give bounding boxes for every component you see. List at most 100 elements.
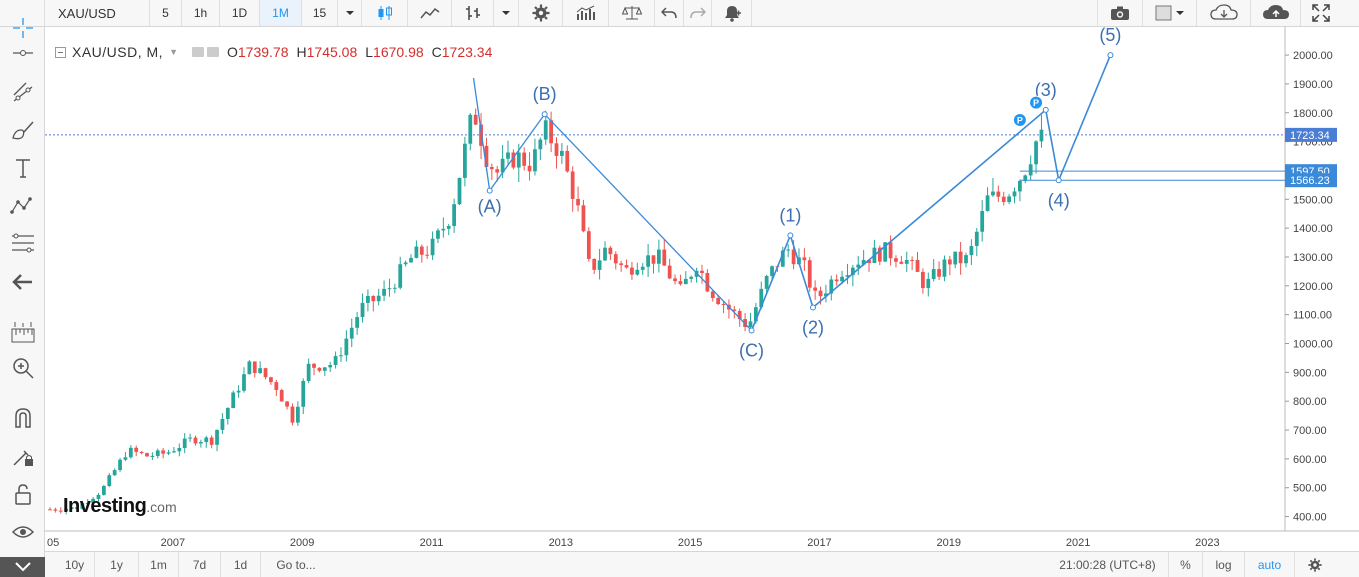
chart-type-dropdown[interactable] <box>494 0 519 26</box>
candle-up <box>468 114 473 144</box>
patterns-tool[interactable] <box>0 190 45 220</box>
candle-down <box>710 291 715 299</box>
price-tick-label: 1200.00 <box>1293 281 1333 293</box>
candle-down <box>807 260 812 288</box>
collapse-toolbar-button[interactable] <box>0 557 45 577</box>
crosshair-tool[interactable] <box>0 13 45 43</box>
candle-up <box>198 442 203 444</box>
brush-tool[interactable] <box>0 115 45 145</box>
candlestick-button[interactable] <box>362 0 408 26</box>
candle-down <box>252 361 257 373</box>
candle-up <box>123 457 128 460</box>
wave-label-w5: (5) <box>1099 27 1121 45</box>
candle-up <box>414 246 419 258</box>
interval-5[interactable]: 5 <box>150 0 182 26</box>
measure-tool[interactable] <box>0 317 45 347</box>
interval-15[interactable]: 15 <box>302 0 338 26</box>
text-tool[interactable] <box>0 153 45 183</box>
auto-scale-toggle[interactable]: auto <box>1245 552 1295 577</box>
dropdown-arrow-icon[interactable]: ▼ <box>169 47 178 57</box>
candle-down <box>576 198 580 206</box>
candle-up <box>759 288 764 308</box>
undo-button[interactable] <box>655 0 684 26</box>
lock-tool[interactable] <box>0 479 45 509</box>
fullscreen-button[interactable] <box>1301 0 1341 26</box>
load-chart-button[interactable] <box>1197 0 1251 26</box>
time-axis: 05 2007 2009 2011 2013 2015 2017 2019 2021 2023 <box>47 537 1220 549</box>
redo-button[interactable] <box>684 0 712 26</box>
candle-up <box>560 150 564 156</box>
bottom-toolbar: 10y 1y 1m 7d 1d Go to... 21:00:28 (UTC+8… <box>45 551 1359 577</box>
zoom-tool[interactable] <box>0 353 45 383</box>
timezone-display[interactable]: 21:00:28 (UTC+8) <box>1047 552 1169 577</box>
wave-label-w4: (4) <box>1048 190 1070 210</box>
magnet-tool[interactable] <box>0 403 45 433</box>
range-1d[interactable]: 1d <box>221 552 261 577</box>
wave-pivot <box>1107 52 1114 59</box>
compare-button[interactable] <box>609 0 655 26</box>
visibility-tool[interactable] <box>0 517 45 547</box>
candle-down <box>877 247 882 262</box>
candle-up <box>242 374 246 391</box>
range-1d-label: 1d <box>233 557 248 572</box>
candle-down <box>721 304 726 306</box>
candle-up <box>753 307 758 322</box>
range-10y[interactable]: 10y <box>55 552 95 577</box>
interval-1m-label: 1M <box>272 6 289 20</box>
alert-button[interactable] <box>712 0 752 26</box>
candle-down <box>662 249 667 266</box>
goto-date-button[interactable]: Go to... <box>261 552 331 577</box>
interval-1d[interactable]: 1D <box>220 0 260 26</box>
layout-button[interactable] <box>1143 0 1197 26</box>
redo-icon <box>689 7 706 19</box>
candle-down <box>285 401 289 407</box>
back-arrow-tool[interactable] <box>0 267 45 297</box>
pivot-marker <box>1029 95 1044 110</box>
range-1y[interactable]: 1y <box>95 552 139 577</box>
lock-drawing-tool[interactable] <box>0 441 45 471</box>
settings-icon[interactable] <box>207 47 219 57</box>
settings-gear-icon <box>1308 557 1322 572</box>
candle-down <box>630 267 634 275</box>
candle-up <box>656 249 661 264</box>
range-7d[interactable]: 7d <box>179 552 221 577</box>
fib-tools-tool[interactable] <box>0 228 45 258</box>
wave-pivot <box>809 304 816 311</box>
indicators-button[interactable] <box>563 0 609 26</box>
interval-dropdown[interactable] <box>338 0 362 26</box>
candle-down <box>565 150 570 172</box>
candle-down <box>937 269 941 277</box>
area-chart-icon <box>419 7 439 19</box>
bar-chart-button[interactable] <box>452 0 494 26</box>
time-tick-label: 2017 <box>807 537 831 549</box>
chart-properties-icon[interactable] <box>192 47 204 57</box>
range-1m[interactable]: 1m <box>139 552 179 577</box>
candle-down <box>947 259 952 265</box>
candle-up <box>931 269 936 279</box>
candle-up <box>845 275 850 277</box>
camera-icon <box>1111 6 1129 20</box>
save-chart-button[interactable] <box>1251 0 1301 26</box>
symbol-search[interactable]: XAU/USD <box>45 0 150 26</box>
candle-up <box>850 267 855 276</box>
snapshot-button[interactable] <box>1097 0 1143 26</box>
settings-button[interactable] <box>519 0 563 26</box>
collapse-legend-icon[interactable] <box>55 46 66 58</box>
wave-label-w3: (3) <box>1035 80 1057 100</box>
candle-up <box>861 259 866 265</box>
area-chart-button[interactable] <box>408 0 452 26</box>
trend-lines-tool[interactable] <box>0 77 45 107</box>
interval-15-label: 15 <box>312 6 327 20</box>
log-toggle[interactable]: log <box>1203 552 1245 577</box>
candle-down <box>667 265 672 279</box>
chart-area[interactable]: (A) (B) (C) (1) (2) (3) (4) (5) P P 2000.00 1900.0… <box>45 27 1359 577</box>
percent-toggle[interactable]: % <box>1169 552 1203 577</box>
layout-icon <box>1155 5 1184 21</box>
interval-1h[interactable]: 1h <box>182 0 220 26</box>
interval-1m[interactable]: 1M <box>260 0 302 26</box>
price-chart[interactable]: (A) (B) (C) (1) (2) (3) (4) (5) PP 2000.00 1900.0… <box>45 27 1359 551</box>
horizontal-line-tool[interactable] <box>0 38 45 68</box>
pivot-marker <box>1012 112 1027 127</box>
cloud-upload-icon <box>1262 5 1289 19</box>
chart-settings-button[interactable] <box>1295 552 1335 577</box>
